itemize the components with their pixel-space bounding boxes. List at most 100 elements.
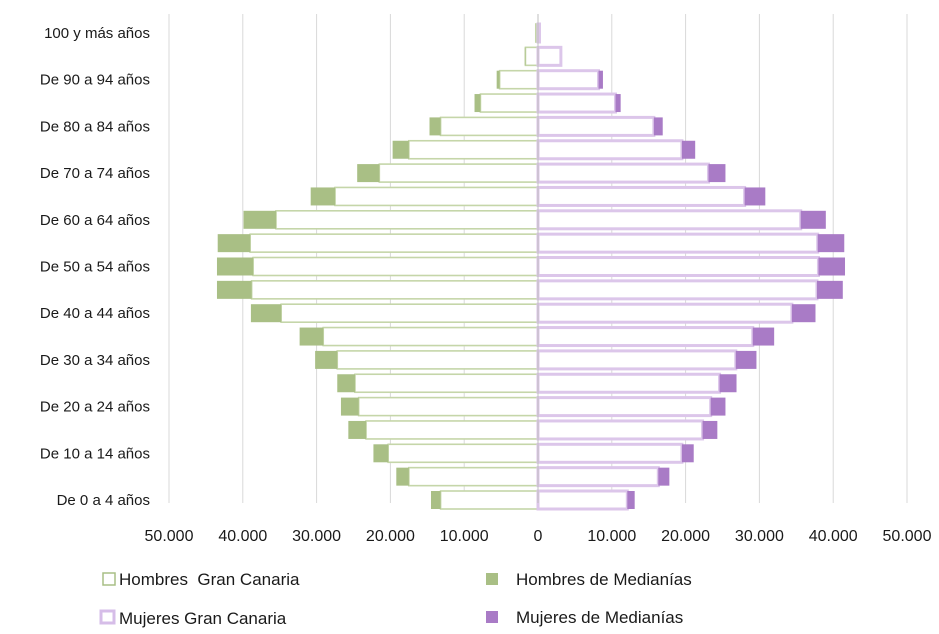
bar-mujeres-medianias xyxy=(791,304,816,323)
bar-hombres-gran-canaria xyxy=(249,233,539,253)
category-label: De 90 a 94 años xyxy=(40,72,150,89)
bar-mujeres-gran-canaria xyxy=(536,185,747,207)
category-label: De 50 a 54 años xyxy=(40,259,150,276)
legend-swatch-mujeres-gran-canaria xyxy=(99,609,116,625)
bar-mujeres-gran-canaria xyxy=(536,372,722,394)
legend-label-hombres-medianias: Hombres de Medianías xyxy=(516,570,692,589)
bar-mujeres-gran-canaria xyxy=(536,256,820,277)
category-label: De 80 a 84 años xyxy=(40,118,150,135)
x-tick-labels: 50.000 40.000 30.000 20.000 10.000 0 10.000 20.… xyxy=(145,528,932,545)
bar-hombres-gran-canaria xyxy=(439,116,539,137)
bar-mujeres-gran-canaria xyxy=(536,442,684,464)
bars-group xyxy=(216,14,846,511)
category-labels: De 0 a 4 años De 10 a 14 años De 20 a 24 a… xyxy=(40,25,150,509)
bar-hombres-gran-canaria xyxy=(334,186,539,207)
bar-mujeres-medianias xyxy=(702,420,718,439)
bar-hombres-gran-canaria xyxy=(252,256,539,277)
bar-hombres-medianias xyxy=(396,467,409,486)
bar-mujeres-medianias xyxy=(710,397,726,416)
category-label: 100 y más años xyxy=(44,25,150,42)
bar-hombres-medianias xyxy=(243,210,277,229)
bar-mujeres-gran-canaria xyxy=(536,326,755,348)
bar-hombres-medianias xyxy=(216,257,254,276)
bar-hombres-medianias xyxy=(250,304,282,323)
bar-hombres-gran-canaria xyxy=(524,46,539,67)
bar-hombres-medianias xyxy=(299,327,324,346)
bar-mujeres-medianias xyxy=(817,234,845,253)
bar-mujeres-medianias xyxy=(627,491,635,509)
bar-mujeres-medianias xyxy=(598,70,603,89)
bar-mujeres-medianias xyxy=(653,117,663,136)
x-tick-label: 50.000 xyxy=(883,528,932,545)
legend-label-mujeres-medianias: Mujeres de Medianías xyxy=(516,608,683,627)
bar-mujeres-medianias xyxy=(800,210,826,229)
category-label: De 60 a 64 años xyxy=(40,212,150,229)
legend-label-hombres-gran-canaria: Hombres Gran Canaria xyxy=(119,570,300,589)
bar-hombres-medianias xyxy=(216,280,252,299)
category-label: De 20 a 24 años xyxy=(40,399,150,416)
bar-mujeres-gran-canaria xyxy=(536,139,684,161)
bar-mujeres-medianias xyxy=(658,467,670,486)
category-label: De 0 a 4 años xyxy=(57,492,150,509)
bar-mujeres-gran-canaria xyxy=(536,349,738,371)
bar-hombres-gran-canaria xyxy=(408,139,539,160)
bar-mujeres-gran-canaria xyxy=(536,279,819,301)
bar-hombres-medianias xyxy=(430,491,441,509)
bar-hombres-gran-canaria xyxy=(354,373,539,394)
x-tick-label: 20.000 xyxy=(661,528,710,545)
bar-mujeres-gran-canaria xyxy=(536,302,794,324)
bar-mujeres-gran-canaria xyxy=(536,396,713,418)
bar-hombres-medianias xyxy=(474,94,481,113)
bar-hombres-gran-canaria xyxy=(336,350,539,370)
bar-mujeres-medianias xyxy=(816,280,843,299)
bar-mujeres-medianias xyxy=(744,187,766,206)
bar-hombres-medianias xyxy=(357,164,380,183)
bar-hombres-gran-canaria xyxy=(280,303,539,324)
bar-hombres-medianias xyxy=(310,187,336,206)
bar-hombres-medianias xyxy=(496,70,500,89)
bar-hombres-medianias xyxy=(429,117,441,136)
bar-mujeres-medianias xyxy=(681,140,696,159)
bar-hombres-medianias xyxy=(373,444,389,463)
bar-hombres-gran-canaria xyxy=(387,443,539,464)
x-tick-label: 30.000 xyxy=(735,528,784,545)
x-tick-label: 30.000 xyxy=(292,528,341,545)
bar-hombres-medianias xyxy=(337,374,355,393)
bar-hombres-gran-canaria xyxy=(408,466,539,487)
legend-label-mujeres-gran-canaria: Mujeres Gran Canaria xyxy=(119,609,287,628)
legend-swatch-mujeres-medianias xyxy=(486,611,498,623)
bar-hombres-medianias xyxy=(348,420,367,439)
bar-hombres-gran-canaria xyxy=(365,420,539,440)
bar-mujeres-gran-canaria xyxy=(536,466,660,488)
category-label: De 30 a 34 años xyxy=(40,352,150,369)
x-tick-label: 40.000 xyxy=(218,528,267,545)
bar-hombres-gran-canaria xyxy=(378,163,539,183)
bar-mujeres-gran-canaria xyxy=(536,232,820,254)
legend-swatch-hombres-medianias xyxy=(486,573,498,585)
bar-mujeres-medianias xyxy=(752,327,775,346)
bar-hombres-gran-canaria xyxy=(479,93,539,113)
bar-hombres-medianias xyxy=(524,47,526,66)
legend: Hombres Gran Canaria Mujeres Gran Canari… xyxy=(99,570,692,628)
x-tick-label: 50.000 xyxy=(145,528,194,545)
bar-hombres-gran-canaria xyxy=(498,69,539,90)
category-label: De 70 a 74 años xyxy=(40,165,150,182)
bar-mujeres-gran-canaria xyxy=(536,92,617,114)
bar-mujeres-gran-canaria xyxy=(536,45,563,67)
bar-hombres-gran-canaria xyxy=(250,280,539,300)
bar-mujeres-gran-canaria xyxy=(536,489,629,511)
bar-hombres-medianias xyxy=(217,234,251,253)
bar-mujeres-medianias xyxy=(719,374,737,393)
bar-mujeres-medianias xyxy=(735,350,757,369)
bar-mujeres-medianias xyxy=(681,444,694,463)
bar-mujeres-gran-canaria xyxy=(536,69,601,91)
x-tick-label: 20.000 xyxy=(366,528,415,545)
bar-mujeres-medianias xyxy=(818,257,846,276)
bar-mujeres-gran-canaria xyxy=(536,209,803,231)
x-tick-label: 10.000 xyxy=(587,528,636,545)
bar-mujeres-gran-canaria xyxy=(536,162,710,184)
category-label: De 10 a 14 años xyxy=(40,445,150,462)
bar-mujeres-gran-canaria xyxy=(536,419,705,441)
bar-mujeres-medianias xyxy=(615,94,621,113)
